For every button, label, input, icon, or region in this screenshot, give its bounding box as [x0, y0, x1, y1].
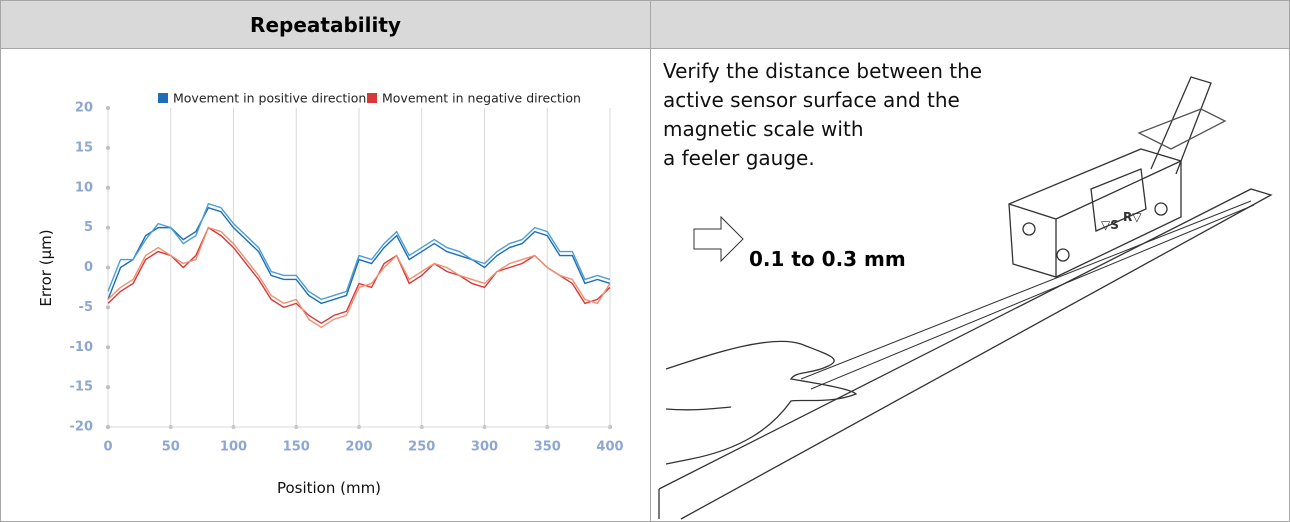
description-line: active sensor surface and the	[663, 86, 982, 115]
y-tick-mark	[106, 106, 110, 110]
description-line: Verify the distance between the	[663, 57, 982, 86]
y-tick-mark	[106, 186, 110, 190]
y-tick-mark	[106, 425, 110, 429]
y-tick-mark	[106, 226, 110, 230]
x-tick-label: 350	[534, 440, 561, 455]
y-tick-label: -20	[70, 420, 94, 435]
legend-swatch	[367, 93, 377, 103]
y-tick-label: -15	[70, 380, 94, 395]
x-tick-label: 150	[283, 440, 310, 455]
description-line: a feeler gauge.	[663, 144, 982, 173]
chart: 0 50 100 150 200 250 300 350 400 -20 -15 -10 -5 0 5 10 1…	[1, 49, 650, 521]
x-axis-label: Position (mm)	[277, 479, 381, 497]
y-tick-label: -10	[70, 340, 94, 355]
description-line: magnetic scale with	[663, 115, 982, 144]
x-tick-label: 300	[471, 440, 498, 455]
y-tick-label: 20	[75, 101, 93, 116]
legend-label: Movement in negative direction	[382, 91, 581, 106]
header-cell	[650, 0, 1290, 49]
y-tick-label: 0	[84, 260, 93, 275]
annotation: 0.1 to 0.3 mm	[749, 247, 906, 271]
y-tick-label: 5	[84, 220, 93, 235]
svg-text:▽S: ▽S	[1101, 218, 1119, 232]
x-tick-label: 50	[162, 440, 180, 455]
y-tick-mark	[106, 385, 110, 389]
header-cell: Repeatability	[0, 0, 651, 49]
x-tick-label: 200	[345, 440, 372, 455]
y-tick-mark	[106, 345, 110, 349]
y-tick-mark	[106, 146, 110, 150]
legend-swatch	[158, 93, 168, 103]
header-title: Repeatability	[250, 13, 401, 37]
y-tick-mark	[106, 266, 110, 270]
y-tick-label: 15	[75, 140, 93, 155]
y-tick-label: 10	[75, 180, 93, 195]
x-tick-label: 0	[103, 440, 112, 455]
x-tick-label: 100	[220, 440, 247, 455]
y-axis-label: Error (µm)	[37, 229, 55, 306]
x-tick-label: 250	[408, 440, 435, 455]
x-tick-label: 400	[596, 440, 623, 455]
y-tick-label: -5	[79, 300, 93, 315]
svg-text:R▽: R▽	[1123, 210, 1142, 224]
y-tick-mark	[106, 305, 110, 309]
legend-label: Movement in positive direction	[173, 91, 366, 106]
chart-cell: 0 50 100 150 200 250 300 350 400 -20 -15 -10 -5 0 5 10 1…	[0, 48, 651, 522]
page: Repeatability 050100150200250300350400-2…	[0, 0, 1290, 522]
